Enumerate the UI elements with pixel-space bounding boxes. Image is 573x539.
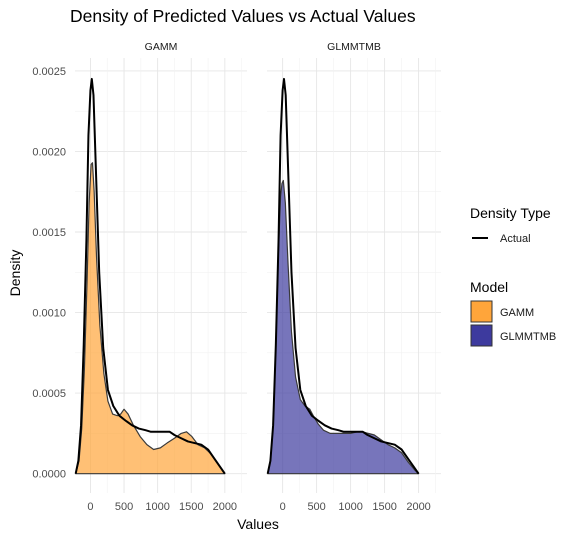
x-tick-label: 1500 [179,501,203,513]
x-tick-label: 500 [307,501,325,513]
x-tick-label: 2000 [213,501,237,513]
actual-density-line-gamm [74,77,226,475]
x-tick-label: 0 [87,501,93,513]
actual-density-line-glmmtmb [266,77,420,475]
x-axis-gamm: 0 500 1000 1500 2000 [87,501,237,513]
facet-glmmtmb: GLMMTMB 0 500 1000 1500 2000 [266,41,441,513]
legend-key-gamm [470,300,493,323]
x-tick-label: 1000 [338,501,362,513]
y-tick-label: 0.0015 [32,227,66,239]
legend-title-model: Model [470,279,508,295]
x-axis-title: Values [237,516,279,532]
y-tick-label: 0.0020 [32,146,66,158]
legend: Density Type Actual Model GAMM GLMMTMB [470,205,556,347]
y-tick-label: 0.0010 [32,308,66,320]
y-tick-label: 0.0005 [32,388,66,400]
y-tick-label: 0.0025 [32,66,66,78]
legend-label-actual: Actual [500,233,531,245]
y-tick-label: 0.0000 [32,469,66,481]
facet-gamm: GAMM 0 500 1000 1500 2000 [74,41,247,513]
x-tick-label: 1000 [145,501,169,513]
legend-label-glmmtmb: GLMMTMB [500,331,556,343]
legend-key-glmmtmb [470,324,493,347]
predicted-density-area-glmmtmb [267,179,420,475]
facet-label-gamm: GAMM [145,41,178,53]
x-tick-label: 0 [280,501,286,513]
predicted-density-area-gamm [75,162,226,475]
x-tick-label: 2000 [406,501,430,513]
legend-label-gamm: GAMM [500,307,534,319]
y-axis: 0.0000 0.0005 0.0010 0.0015 0.0020 0.0025 [32,66,66,481]
density-marks-glmmtmb [266,77,420,475]
legend-title-density-type: Density Type [470,205,551,221]
density-marks-gamm [74,77,226,475]
x-tick-label: 1500 [372,501,396,513]
x-axis-glmmtmb: 0 500 1000 1500 2000 [280,501,431,513]
y-axis-title: Density [7,250,23,297]
chart-title: Density of Predicted Values vs Actual Va… [70,6,416,26]
x-tick-label: 500 [115,501,133,513]
facet-label-glmmtmb: GLMMTMB [327,41,381,53]
